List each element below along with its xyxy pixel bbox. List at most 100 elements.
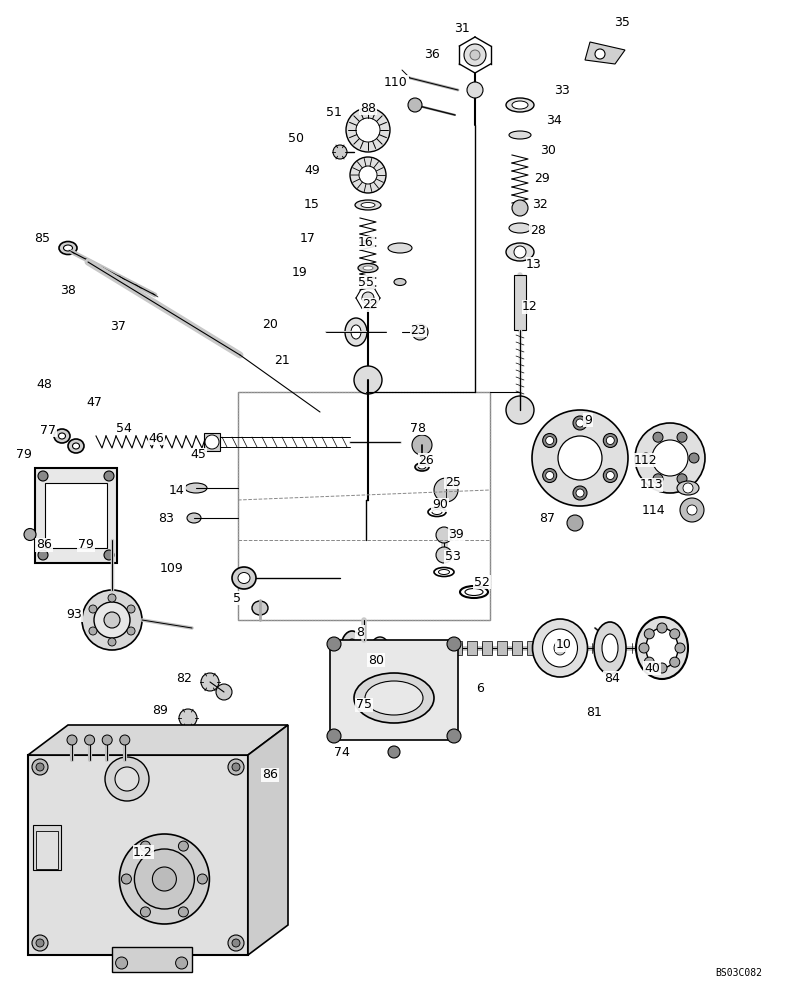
Polygon shape <box>28 725 288 755</box>
Bar <box>330 640 458 740</box>
Circle shape <box>104 471 114 481</box>
Text: 21: 21 <box>274 354 290 366</box>
Text: 89: 89 <box>152 704 168 716</box>
Ellipse shape <box>351 325 361 339</box>
Text: 90: 90 <box>432 498 448 512</box>
Ellipse shape <box>365 681 423 715</box>
Ellipse shape <box>252 601 268 615</box>
Circle shape <box>116 957 128 969</box>
Text: 53: 53 <box>445 550 461 564</box>
Text: 6: 6 <box>476 682 484 694</box>
Ellipse shape <box>354 673 434 723</box>
Circle shape <box>38 471 48 481</box>
Ellipse shape <box>347 639 357 657</box>
Circle shape <box>683 483 693 493</box>
Bar <box>204 433 220 451</box>
Bar <box>527 641 537 655</box>
Circle shape <box>670 629 680 639</box>
Circle shape <box>197 874 208 884</box>
Ellipse shape <box>232 567 256 589</box>
Text: 54: 54 <box>116 422 132 434</box>
Circle shape <box>604 468 617 483</box>
Text: 112: 112 <box>633 454 657 466</box>
Text: 31: 31 <box>454 21 470 34</box>
Circle shape <box>467 82 483 98</box>
Ellipse shape <box>358 263 378 272</box>
Circle shape <box>327 729 341 743</box>
Circle shape <box>635 423 705 493</box>
Circle shape <box>350 157 386 193</box>
Circle shape <box>153 867 176 891</box>
Circle shape <box>677 432 687 442</box>
Circle shape <box>104 612 120 628</box>
Circle shape <box>175 957 187 969</box>
Ellipse shape <box>59 241 77 254</box>
Circle shape <box>606 472 614 480</box>
Circle shape <box>24 528 36 540</box>
Circle shape <box>179 841 188 851</box>
Text: 15: 15 <box>304 198 320 211</box>
Circle shape <box>687 505 697 515</box>
Circle shape <box>108 594 116 602</box>
Text: 22: 22 <box>362 298 378 312</box>
Circle shape <box>359 166 377 184</box>
Circle shape <box>558 436 602 480</box>
Circle shape <box>362 292 374 304</box>
Text: 16: 16 <box>358 236 374 249</box>
Text: 28: 28 <box>530 225 546 237</box>
Circle shape <box>595 49 605 59</box>
Text: 93: 93 <box>66 608 82 621</box>
Text: 39: 39 <box>448 528 464 540</box>
Text: 17: 17 <box>300 232 316 244</box>
Text: 52: 52 <box>474 576 490 588</box>
Circle shape <box>228 935 244 951</box>
Text: 35: 35 <box>614 15 630 28</box>
Text: 8: 8 <box>356 626 364 639</box>
Circle shape <box>606 436 614 444</box>
Text: 114: 114 <box>642 504 665 516</box>
Circle shape <box>670 657 680 667</box>
Text: 23: 23 <box>410 324 426 336</box>
Bar <box>422 641 432 655</box>
Ellipse shape <box>68 439 84 453</box>
Text: 81: 81 <box>586 706 602 718</box>
Bar <box>467 641 477 655</box>
Circle shape <box>32 759 48 775</box>
Circle shape <box>512 200 528 216</box>
Bar <box>112 947 191 972</box>
Ellipse shape <box>415 463 429 471</box>
Ellipse shape <box>185 483 207 493</box>
Text: 20: 20 <box>262 318 278 332</box>
Circle shape <box>127 605 135 613</box>
Circle shape <box>121 874 132 884</box>
Text: 113: 113 <box>639 479 663 491</box>
Text: 10: 10 <box>556 639 572 652</box>
Circle shape <box>201 673 219 691</box>
Text: 38: 38 <box>60 284 76 296</box>
Text: 50: 50 <box>288 132 304 145</box>
Circle shape <box>436 547 452 563</box>
Text: 1.2: 1.2 <box>133 846 153 858</box>
Text: 48: 48 <box>36 378 52 391</box>
Polygon shape <box>248 725 288 955</box>
Bar <box>45 483 107 548</box>
Text: 9: 9 <box>584 414 592 426</box>
Circle shape <box>408 98 422 112</box>
Circle shape <box>641 453 651 463</box>
Ellipse shape <box>419 465 426 469</box>
Text: 37: 37 <box>110 320 126 332</box>
Ellipse shape <box>54 429 70 443</box>
Circle shape <box>127 627 135 635</box>
Circle shape <box>639 643 649 653</box>
Text: 33: 33 <box>554 84 570 97</box>
Circle shape <box>412 324 428 340</box>
Bar <box>514 275 526 330</box>
Ellipse shape <box>646 628 678 668</box>
Ellipse shape <box>509 223 531 233</box>
Bar <box>35 468 117 563</box>
Circle shape <box>36 763 44 771</box>
Text: 12: 12 <box>522 300 538 314</box>
Circle shape <box>545 436 553 444</box>
Ellipse shape <box>512 101 528 109</box>
Circle shape <box>604 434 617 448</box>
